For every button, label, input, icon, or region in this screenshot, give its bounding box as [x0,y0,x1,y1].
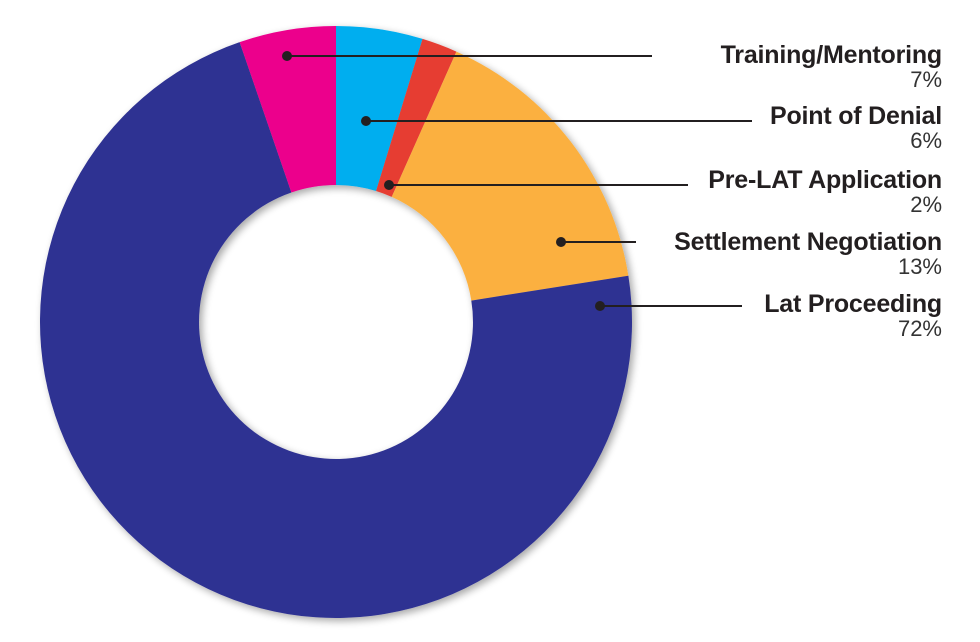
label-name: Pre-LAT Application [708,166,942,194]
leader-dot [595,301,605,311]
label-training-mentoring: Training/Mentoring 7% [720,41,943,92]
slice-settlement-negotiation [391,51,629,301]
leader-dot [361,116,371,126]
slice-point-of-denial [336,26,423,191]
label-percent: 13% [897,254,942,279]
label-name: Lat Proceeding [764,290,942,318]
label-name: Point of Denial [769,102,942,130]
label-pre-lat-application: Pre-LAT Application 2% [708,168,942,216]
leader-dot [384,180,394,190]
leader-dot [282,51,292,61]
slice-pre-lat-application [376,38,457,197]
label-percent: 6% [910,128,942,153]
label-percent: 72% [897,316,942,341]
label-settlement-negotiation: Settlement Negotiation 13% [674,230,942,278]
label-name: Training/Mentoring [720,41,943,69]
label-name: Settlement Negotiation [674,228,942,256]
label-percent: 7% [910,67,942,92]
slice-lat-proceeding [40,42,633,618]
leader-dot [556,237,566,247]
label-lat-proceeding: Lat Proceeding 72% [764,292,942,340]
label-percent: 2% [910,192,942,217]
slice-training-mentoring [239,26,336,193]
label-point-of-denial: Point of Denial 6% [770,104,942,152]
